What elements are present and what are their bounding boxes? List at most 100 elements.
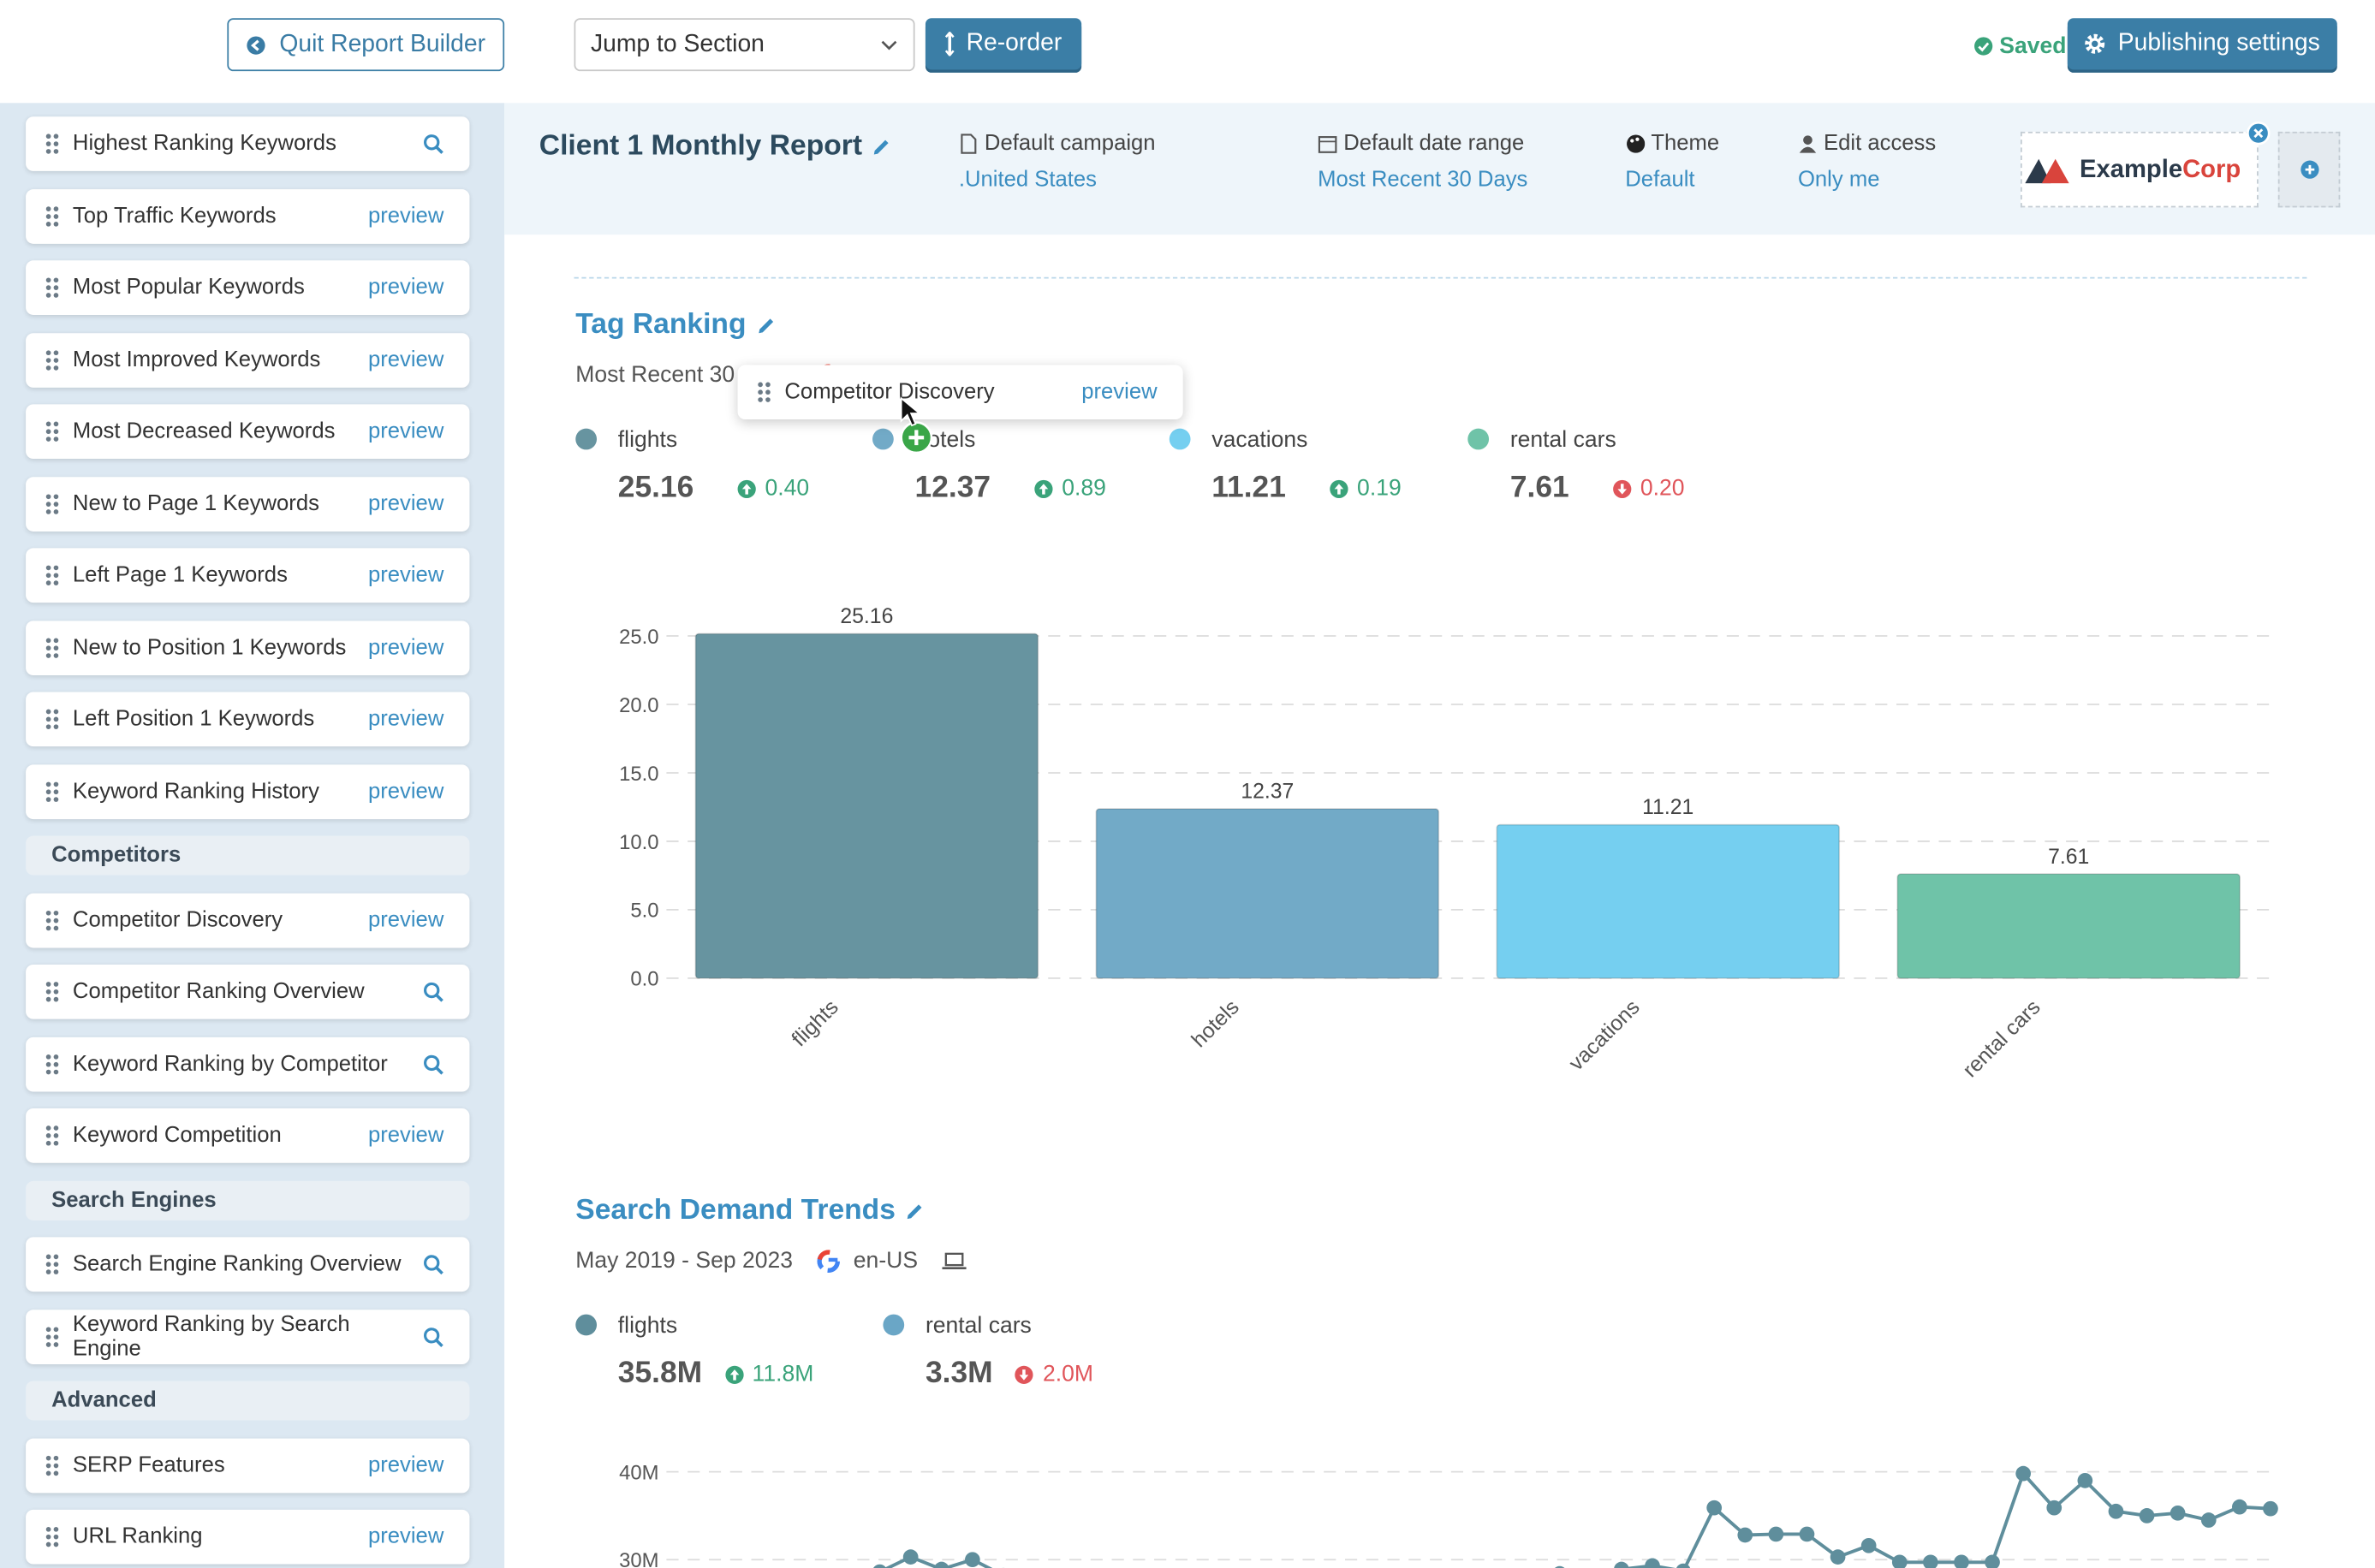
sidebar-item-label: Competitor Ranking Overview — [72, 979, 365, 1004]
sidebar-item[interactable]: Search Engine Ranking Overview — [26, 1237, 470, 1292]
total: 35.8M — [617, 1357, 703, 1391]
field-label-text: Default campaign — [984, 131, 1156, 157]
reorder-button[interactable]: Re-order — [925, 18, 1082, 70]
y-tick-label: 0.0 — [630, 968, 658, 991]
grip — [45, 1254, 59, 1274]
section-title: Tag Ranking — [575, 309, 777, 342]
preview-link: preview — [1081, 380, 1158, 405]
quit-button[interactable]: Quit Report Builder — [227, 18, 505, 72]
sidebar-item-label: Most Decreased Keywords — [72, 419, 336, 444]
jump-label: Jump to Section — [590, 31, 765, 57]
field-value[interactable]: Default — [1625, 168, 1695, 193]
drag-ghost[interactable]: Competitor Discovery preview — [737, 365, 1183, 420]
bar — [1095, 808, 1440, 979]
grip — [45, 1126, 59, 1146]
saved-status: Saved — [1973, 30, 2066, 60]
publish-button[interactable]: Publishing settings — [2067, 18, 2337, 70]
sidebar-item[interactable]: Keyword Competition preview — [26, 1108, 470, 1163]
point — [1768, 1526, 1784, 1542]
drop-plus — [900, 421, 933, 454]
y-tick-label: 15.0 — [619, 763, 658, 786]
bar — [1496, 823, 1841, 979]
field-label: Default campaign — [959, 132, 1156, 156]
sidebar-heading: Competitors — [26, 835, 470, 876]
sidebar-item[interactable]: New to Position 1 Keywords preview — [26, 620, 470, 675]
gear-icon — [2085, 33, 2105, 54]
sidebar-item[interactable]: URL Ranking preview — [26, 1509, 470, 1565]
sidebar-item[interactable]: Highest Ranking Keywords — [26, 116, 470, 171]
sidebar-item[interactable]: Most Decreased Keywords preview — [26, 404, 470, 460]
field-value[interactable]: Most Recent 30 Days — [1318, 168, 1528, 193]
field-value[interactable]: Only me — [1797, 168, 1880, 193]
search-icon — [424, 1054, 443, 1074]
sidebar-heading: Advanced — [26, 1381, 470, 1421]
sidebar-item-label: Keyword Competition — [72, 1123, 282, 1149]
sidebar-item[interactable]: Competitor Discovery preview — [26, 892, 470, 947]
sidebar-item[interactable]: Most Improved Keywords preview — [26, 332, 470, 388]
preview-link: preview — [367, 491, 444, 516]
search-icon — [424, 1327, 443, 1347]
sidebar-item[interactable]: Left Position 1 Keywords preview — [26, 692, 470, 747]
point — [2170, 1505, 2186, 1521]
brand-name: Example — [2080, 155, 2183, 183]
field-icon — [1799, 135, 1817, 153]
point — [873, 1564, 887, 1568]
sidebar-item[interactable]: Keyword Ranking History preview — [26, 763, 470, 819]
sidebar-item[interactable]: Competitor Ranking Overview — [26, 964, 470, 1019]
brand-remove — [2247, 121, 2271, 146]
edit-icon — [758, 318, 773, 334]
plus-icon — [2300, 160, 2318, 179]
search-icon — [424, 134, 443, 154]
legend-name: flights — [617, 1312, 678, 1339]
quit-label: Quit Report Builder — [279, 31, 486, 57]
add-brand[interactable] — [2277, 131, 2341, 208]
chevron — [881, 39, 897, 50]
sidebar-item-label: New to Page 1 Keywords — [72, 491, 319, 516]
point — [2263, 1500, 2278, 1517]
locale: en-US — [853, 1247, 919, 1274]
field-label: Default date range — [1318, 132, 1524, 156]
sidebar-item-label: Keyword Ranking History — [72, 779, 319, 804]
point — [1799, 1526, 1815, 1542]
field-label: Theme — [1625, 132, 1719, 156]
preview-link: preview — [367, 275, 444, 300]
sidebar-item[interactable]: Left Page 1 Keywords preview — [26, 548, 470, 603]
trend-down — [1015, 1364, 1034, 1384]
point — [1891, 1554, 1908, 1568]
sidebar-item[interactable]: Keyword Ranking by Competitor — [26, 1036, 470, 1091]
grip — [45, 1454, 59, 1476]
data-label: 7.61 — [2048, 846, 2089, 869]
legend-name: rental cars — [1509, 426, 1616, 453]
sidebar-item[interactable]: Top Traffic Keywords preview — [26, 188, 470, 243]
y-tick-label: 40M — [619, 1461, 658, 1484]
grip — [45, 565, 59, 585]
total: 11.21 — [1211, 471, 1286, 505]
preview-link: preview — [367, 563, 444, 588]
legend-stat: 12.37 0.89 — [915, 471, 1106, 506]
y-tick-label: 20.0 — [619, 694, 658, 717]
grip — [45, 493, 59, 514]
publish-label: Publishing settings — [2117, 30, 2320, 56]
total: 12.37 — [914, 471, 991, 505]
field-label: Edit access — [1798, 132, 1936, 156]
legend-stat: 11.21 0.19 — [1211, 471, 1401, 506]
saved-icon — [1974, 36, 1993, 55]
jump-select[interactable]: Jump to Section — [574, 18, 915, 72]
sidebar-item[interactable]: SERP Features preview — [26, 1437, 470, 1493]
field-value[interactable]: .United States — [958, 168, 1097, 193]
reorder-icon — [944, 32, 955, 56]
report-title: Client 1 Monthly Report — [539, 130, 893, 163]
preview-link: preview — [367, 707, 444, 732]
point — [1706, 1500, 1723, 1516]
point — [965, 1552, 980, 1568]
sidebar-item-label: Search Engine Ranking Overview — [72, 1252, 402, 1277]
y-tick-label: 5.0 — [630, 900, 658, 923]
sidebar-item[interactable]: Keyword Ranking by Search Engine — [26, 1309, 470, 1364]
change: 0.20 — [1640, 475, 1685, 502]
sidebar-item[interactable]: Most Popular Keywords preview — [26, 260, 470, 315]
sidebar-item[interactable]: New to Page 1 Keywords preview — [26, 476, 470, 532]
legend-stat: 25.16 0.40 — [618, 471, 809, 506]
point — [1923, 1554, 1938, 1568]
field-label-text: Edit access — [1824, 131, 1937, 157]
sidebar-item-label: New to Position 1 Keywords — [72, 635, 347, 660]
